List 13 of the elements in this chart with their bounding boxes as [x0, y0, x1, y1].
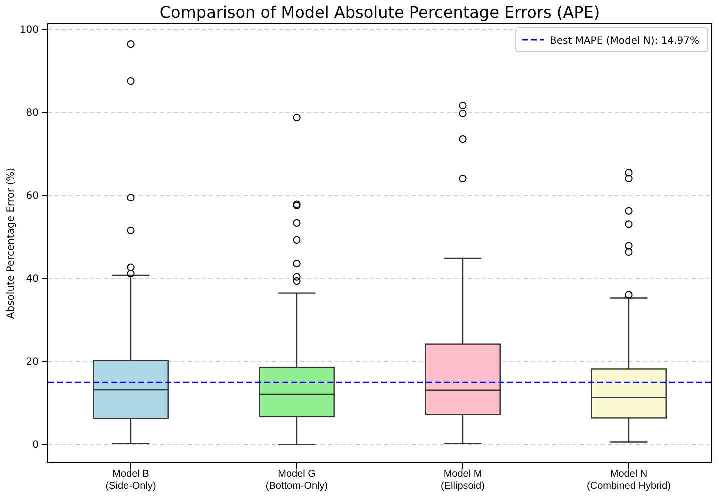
x-tick-label: Model G (Bottom-Only)	[266, 469, 328, 492]
y-tick-label: 40	[26, 274, 39, 285]
y-tick-label: 0	[32, 440, 39, 451]
y-tick-label: 20	[26, 356, 39, 368]
chart-title: Comparison of Model Absolute Percentage Errors (APE)	[160, 3, 600, 22]
y-tick-label: 60	[26, 190, 39, 202]
y-axis-title: Absolute Percentage Error (%)	[6, 168, 17, 320]
y-tick-label: 80	[26, 108, 39, 119]
x-tick-label: Model B (Side-Only)	[106, 469, 156, 492]
x-tick-label: Model N (Combined Hybrid)	[587, 469, 671, 492]
x-tick-label: Model M (Ellipsoid)	[441, 469, 485, 492]
legend-label: Best MAPE (Model N): 14.97%	[550, 36, 700, 47]
y-tick-label: 100	[20, 25, 39, 36]
